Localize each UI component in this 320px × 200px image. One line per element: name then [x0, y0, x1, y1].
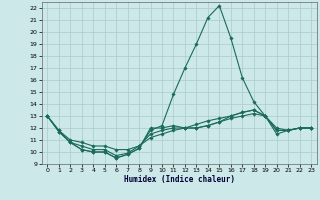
X-axis label: Humidex (Indice chaleur): Humidex (Indice chaleur) [124, 175, 235, 184]
